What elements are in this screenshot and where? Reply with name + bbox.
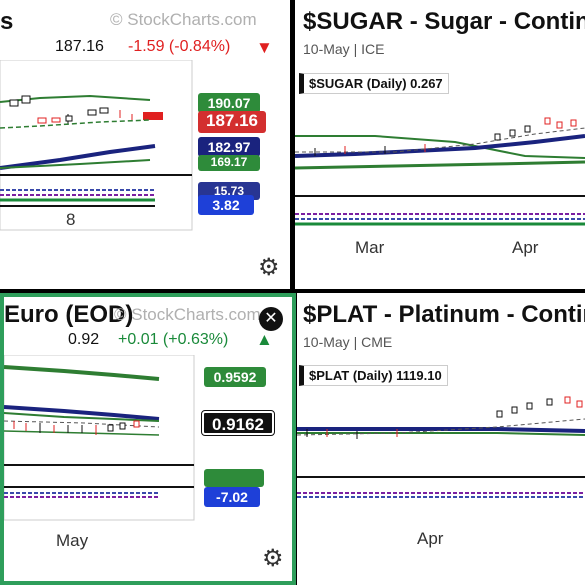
symbol-label: $SUGAR (Daily) 0.267 (299, 73, 449, 94)
x-tick-label: Apr (512, 238, 539, 257)
ma-dashed (4, 420, 160, 428)
gear-icon[interactable]: ⚙ (262, 545, 284, 572)
ma-green (297, 432, 585, 436)
plot-frame (4, 355, 195, 521)
price-plot[interactable] (297, 389, 585, 519)
candle (9, 99, 19, 107)
ma-green-upper (0, 94, 151, 103)
indicator-lines (4, 492, 159, 498)
x-tick-label: Apr (417, 529, 444, 548)
panel-subtitle: 10-May | CME (303, 334, 393, 350)
value-tag: 169.17 (198, 155, 260, 171)
value-tag: 3.82 (198, 195, 254, 215)
ma-green-upper (295, 135, 585, 159)
symbol-label: $PLAT (Daily) 1119.10 (299, 365, 448, 386)
ma-green (4, 412, 160, 422)
price-plot[interactable] (4, 355, 198, 525)
candle (87, 109, 97, 116)
watermark: © StockCharts.com (110, 10, 257, 29)
ma-green-lower (295, 160, 585, 170)
ma-blue (0, 144, 156, 170)
price-change: +0.01 (+0.63%) (118, 331, 229, 348)
price-plot[interactable] (0, 60, 262, 240)
chart-panel-top-right[interactable]: $SUGAR - Sugar - Continuo 10-May | ICE $… (295, 0, 585, 289)
last-price: 187.16 (55, 38, 104, 55)
ma-green-lower (0, 159, 151, 169)
x-tick-label: 8 (66, 210, 76, 229)
chart-panel-bottom-right[interactable]: $PLAT - Platinum - Continuo 10-May | CME… (297, 293, 585, 585)
last-price: 0.92 (68, 331, 100, 348)
panel-title: $PLAT - Platinum - Continuo (303, 301, 585, 328)
candle (21, 95, 31, 104)
up-arrow-icon: ▲ (256, 330, 273, 349)
indicator-lines (297, 492, 585, 498)
gear-icon[interactable]: ⚙ (258, 254, 280, 281)
plot-frame (0, 60, 193, 231)
value-tag-stack (204, 469, 264, 487)
panel-subtitle: 10-May | ICE (303, 41, 385, 57)
candles (9, 95, 163, 124)
value-tag: 182.97 (198, 137, 260, 157)
ma-blue (4, 405, 160, 421)
value-tag-last: 0.9162 (201, 410, 275, 436)
watermark: © StockCharts.com (114, 305, 261, 324)
ma-dashed (295, 127, 585, 153)
candles (13, 420, 140, 435)
x-tick-label: Mar (355, 238, 385, 257)
candles (306, 396, 583, 439)
price-change: -1.59 (-0.84%) (128, 38, 231, 55)
value-tag: 0.9592 (204, 367, 266, 387)
x-tick-label: May (56, 531, 89, 550)
candle (143, 112, 163, 120)
indicator-lines (295, 213, 585, 226)
candle (51, 117, 61, 123)
candle (37, 117, 47, 124)
close-icon[interactable]: ✕ (259, 307, 283, 331)
down-arrow-icon: ▼ (256, 38, 273, 57)
chart-panel-bottom-left-active[interactable]: Euro (EOD) © StockCharts.com ✕ 0.92 +0.0… (0, 293, 296, 585)
candle (99, 107, 109, 114)
ma-green-lower (4, 430, 160, 436)
panel-title: Euro (EOD) (4, 301, 134, 328)
indicator-lines (0, 189, 155, 207)
value-tag: 190.07 (198, 93, 260, 113)
candles (314, 117, 577, 156)
panel-title: $SUGAR - Sugar - Continuo (303, 8, 585, 35)
ma-dashed (297, 418, 585, 436)
chart-panel-top-left[interactable]: s © StockCharts.com 187.16 -1.59 (-0.84%… (0, 0, 290, 289)
ma-dashed (0, 119, 151, 129)
ma-green-upper (4, 365, 160, 381)
value-tag: -7.02 (204, 487, 260, 507)
price-plot[interactable] (295, 96, 585, 236)
panel-title: s (0, 8, 14, 35)
ma-blue (295, 134, 585, 158)
value-tag-last: 187.16 (198, 111, 266, 133)
candle (65, 115, 73, 122)
ma-blue (297, 427, 585, 433)
